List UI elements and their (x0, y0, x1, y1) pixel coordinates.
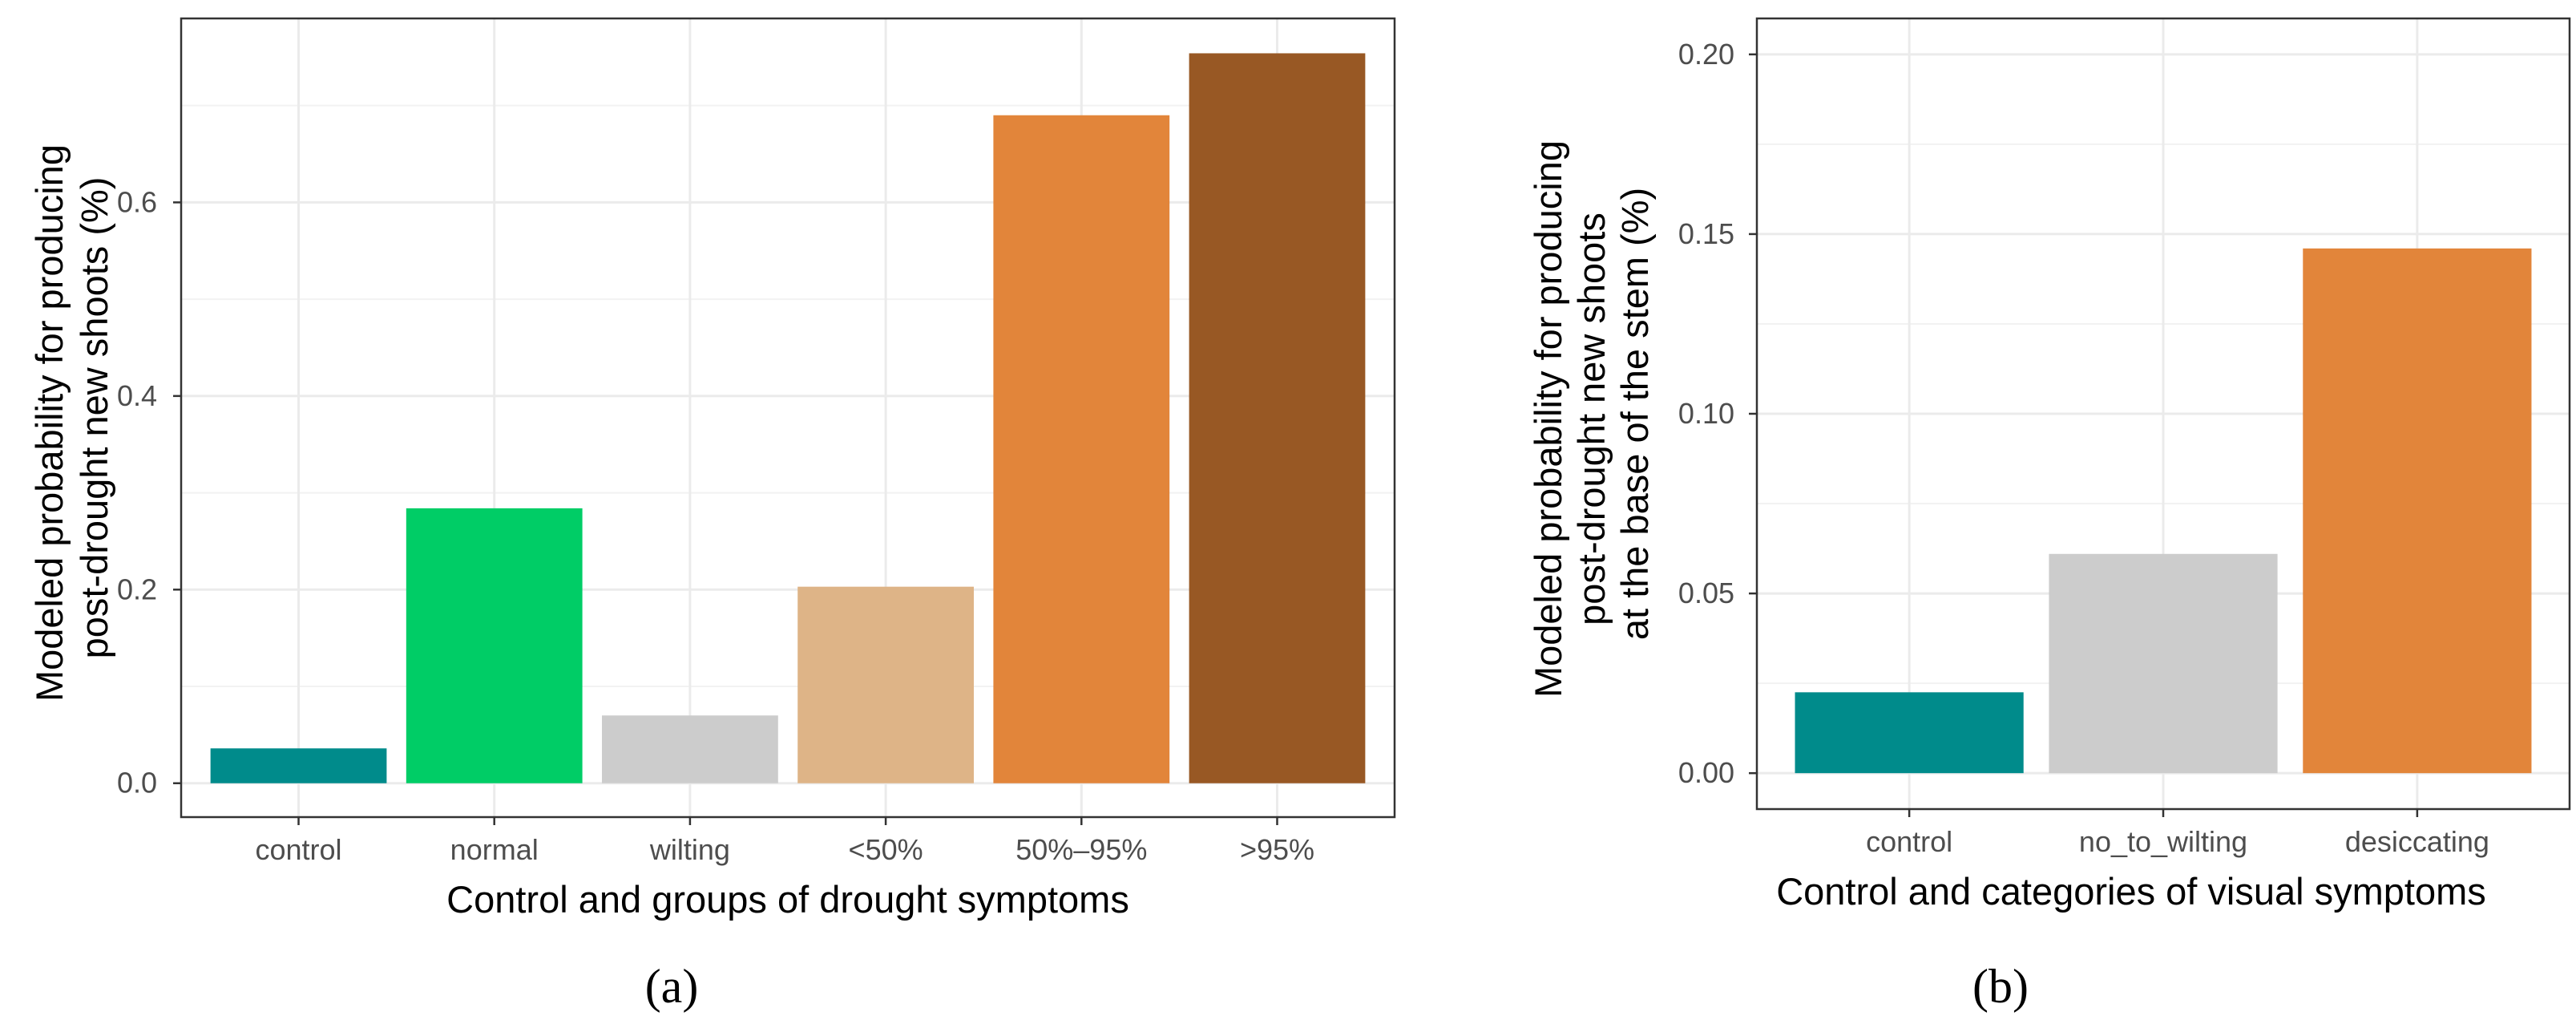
chart-b-x-ticks: control no_to_wilting desiccating (1866, 809, 2489, 858)
y-tick-label: 0.2 (117, 573, 157, 605)
y-tick-label: 0.0 (117, 767, 157, 799)
chart-a-x-axis-title: Control and groups of drought symptoms (446, 878, 1129, 921)
x-tick-label: 50%–95% (1015, 833, 1147, 866)
chart-b-y-axis-title: Modeled probability for producing post-d… (1527, 130, 1656, 698)
bar-control (1795, 692, 2024, 774)
chart-a-y-axis-title-line-1: Modeled probability for producing (28, 144, 71, 702)
chart-b-x-axis-title: Control and categories of visual symptom… (1776, 870, 2486, 913)
x-tick-label: no_to_wilting (2079, 825, 2247, 858)
y-tick-label: 0.20 (1678, 38, 1734, 71)
chart-a-y-axis-title-line-2: post-drought new shoots (%) (73, 177, 115, 659)
bar-no_to_wilting (2049, 553, 2278, 774)
y-tick-label: 0.15 (1678, 217, 1734, 250)
x-tick-label: control (255, 833, 341, 866)
y-tick-label: 0.6 (117, 185, 157, 218)
x-tick-label: desiccating (2345, 825, 2489, 858)
chart-a-panel-label: (a) (645, 960, 699, 1013)
chart-a-y-axis-title: Modeled probability for producing post-d… (28, 134, 115, 702)
bar-normal (406, 508, 583, 783)
x-tick-label: control (1866, 825, 1952, 858)
chart-b-y-axis-title-line-1: Modeled probability for producing (1527, 140, 1569, 698)
chart-b-y-axis-title-line-3: at the base of the stem (%) (1613, 188, 1656, 640)
x-tick-label: wilting (649, 833, 730, 866)
bar-50%–95% (993, 115, 1170, 783)
x-tick-label: >95% (1240, 833, 1314, 866)
y-tick-label: 0.05 (1678, 577, 1734, 609)
chart-b-panel-label: (b) (1972, 960, 2029, 1013)
bar-<50% (797, 586, 974, 783)
chart-b-bars (1795, 248, 2532, 774)
x-tick-label: <50% (849, 833, 923, 866)
chart-b: 0.00 0.05 0.10 0.15 0.20 control no_to_wiltin… (1527, 17, 2571, 1013)
bar-desiccating (2303, 248, 2532, 774)
chart-a: 0.0 0.2 0.4 0.6 control normal wilting <50% 50%… (28, 17, 1396, 1013)
x-tick-label: normal (450, 833, 539, 866)
bar-wilting (602, 715, 778, 783)
bar-control (210, 748, 387, 783)
chart-a-panel-border (180, 17, 1396, 819)
chart-a-y-ticks: 0.0 0.2 0.4 0.6 (117, 185, 181, 799)
y-tick-label: 0.4 (117, 379, 157, 412)
chart-a-bars (210, 53, 1366, 783)
chart-a-x-ticks: control normal wilting <50% 50%–95% >95% (255, 817, 1314, 866)
chart-b-y-axis-title-line-2: post-drought new shoots (1570, 212, 1613, 625)
y-tick-label: 0.00 (1678, 756, 1734, 789)
bar->95% (1189, 53, 1366, 783)
y-tick-label: 0.10 (1678, 397, 1734, 430)
chart-b-y-ticks: 0.00 0.05 0.10 0.15 0.20 (1678, 38, 1757, 789)
